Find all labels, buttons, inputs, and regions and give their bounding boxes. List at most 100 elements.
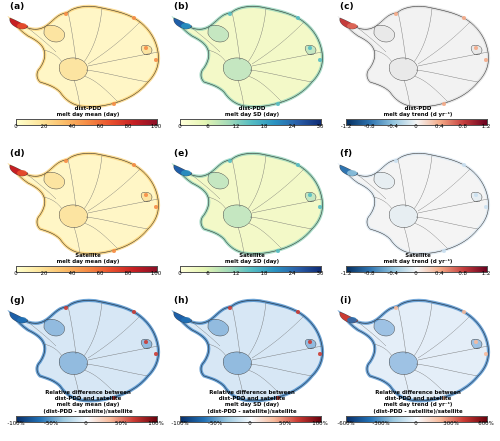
colorbar-tick-label: -300% bbox=[372, 420, 390, 427]
caption-line: dist-PDD and satellite bbox=[218, 396, 286, 403]
coastal-patch bbox=[308, 193, 312, 197]
coastal-patch bbox=[474, 340, 478, 344]
caption-line: dist-PDD bbox=[404, 106, 432, 112]
ross-ice-shelf bbox=[222, 204, 252, 228]
antarctica-map bbox=[171, 151, 325, 256]
basin-boundary bbox=[357, 321, 387, 347]
basin-boundary bbox=[251, 51, 323, 67]
panel-letter: (g) bbox=[10, 296, 25, 306]
amery-ice-shelf bbox=[304, 338, 317, 350]
coastal-patch bbox=[144, 193, 148, 197]
colorbar-tick-label: 0.8 bbox=[458, 124, 467, 131]
ross-ice-shelf bbox=[58, 204, 88, 228]
basin-boundary bbox=[413, 75, 449, 103]
basin-boundary bbox=[87, 168, 141, 212]
colorbar-ticks: -1.2 -0.8 -0.4 0 0.4 0.8 1.2 bbox=[341, 271, 491, 278]
ross-ice-shelf bbox=[388, 204, 418, 228]
colorbar-tick-label: -100% bbox=[7, 420, 25, 427]
coastal-patch bbox=[484, 58, 488, 62]
basin-boundary bbox=[85, 363, 149, 377]
colorbar-tick-label: -50% bbox=[44, 420, 58, 427]
colorbar-tick-label: 18 bbox=[260, 271, 268, 278]
basin-boundary bbox=[73, 373, 81, 401]
colorbar-tick-label: -50% bbox=[208, 420, 222, 427]
amery-ice-shelf bbox=[470, 44, 483, 56]
caption-line: Satellite bbox=[75, 253, 101, 259]
basin-boundary bbox=[403, 226, 411, 254]
ronne-ice-shelf bbox=[207, 172, 229, 190]
antarctica-map bbox=[7, 298, 161, 403]
antarctica-map bbox=[337, 151, 491, 256]
peninsula-highlight bbox=[181, 23, 191, 29]
caption-line: melt day mean (day) bbox=[56, 402, 120, 409]
caption-line: Relative difference between bbox=[45, 390, 131, 396]
antarctica-map bbox=[7, 151, 161, 256]
ross-ice-shelf bbox=[58, 57, 88, 81]
peninsula-highlight bbox=[17, 23, 27, 29]
ronne-ice-shelf bbox=[43, 25, 65, 43]
colorbar-ticks: -600% -300% 0 300% 600% bbox=[337, 420, 493, 428]
colorbar-tick-label: 0 bbox=[14, 124, 18, 131]
basin-boundary bbox=[247, 7, 267, 63]
basin-boundary bbox=[231, 158, 241, 208]
basin-boundary bbox=[73, 79, 81, 107]
colorbar-tick-label: 0 bbox=[14, 271, 18, 278]
colorbar-tick-label: 50% bbox=[279, 420, 291, 427]
amery-ice-shelf bbox=[140, 44, 153, 56]
colorbar-tick-label: 60 bbox=[96, 271, 104, 278]
basin-boundary bbox=[373, 196, 393, 210]
colorbar-tick-label: 18 bbox=[260, 124, 268, 131]
ronne-ice-shelf bbox=[373, 172, 395, 190]
caption-line: (dist-PDD - satellite)/satellite bbox=[43, 408, 133, 415]
basin-boundary bbox=[43, 343, 63, 357]
coastal-patch bbox=[462, 163, 466, 167]
peninsula-highlight bbox=[347, 317, 357, 323]
basin-boundary bbox=[249, 216, 313, 230]
ronne-ice-shelf bbox=[207, 25, 229, 43]
ronne-ice-shelf bbox=[43, 172, 65, 190]
ross-ice-shelf bbox=[222, 57, 252, 81]
peninsula-highlight bbox=[347, 170, 357, 176]
basin-boundary bbox=[73, 226, 81, 254]
colorbar-ticks: -100% -50% 0 50% 100% bbox=[171, 420, 327, 428]
coastal-patch bbox=[296, 163, 300, 167]
coastal-patch bbox=[394, 159, 398, 163]
panel-letter: (i) bbox=[340, 296, 352, 306]
colorbar-tick-label: 100 bbox=[150, 271, 162, 278]
basin-boundary bbox=[397, 158, 407, 208]
colorbar-tick-label: 20 bbox=[40, 124, 48, 131]
coastal-patch bbox=[64, 159, 68, 163]
basin-boundary bbox=[85, 216, 149, 230]
colorbar-tick-label: 30 bbox=[316, 124, 324, 131]
caption-line: melt day SD (day) bbox=[224, 259, 280, 266]
colorbar-tick-label: 12 bbox=[232, 271, 240, 278]
basin-boundary bbox=[67, 305, 77, 355]
colorbar-tick-label: -1.2 bbox=[340, 271, 352, 278]
caption-line: dist-PDD bbox=[238, 106, 266, 112]
colorbar-tick-label: 0 bbox=[248, 420, 252, 427]
colorbar-tick-label: 80 bbox=[124, 271, 132, 278]
colorbar-tick-label: 80 bbox=[124, 124, 132, 131]
colorbar bbox=[346, 119, 488, 127]
map-panel-b: (b) dist-PDD melt day SD (day) 0 6 12 18 24 30 bbox=[170, 0, 330, 143]
colorbar-tick-label: 0 bbox=[84, 420, 88, 427]
antarctica-map bbox=[171, 298, 325, 403]
colorbar-tick-label: 6 bbox=[206, 124, 210, 131]
colorbar-ticks: 0 6 12 18 24 30 bbox=[178, 271, 323, 278]
basin-boundary bbox=[231, 305, 241, 355]
peninsula-highlight bbox=[181, 170, 191, 176]
coastal-patch bbox=[308, 46, 312, 50]
basin-boundary bbox=[415, 363, 479, 377]
basin-boundary bbox=[83, 369, 119, 397]
colorbar-ticks: -100% -50% 0 50% 100% bbox=[7, 420, 163, 428]
colorbar-tick-label: 24 bbox=[288, 124, 296, 131]
caption-line: melt day trend (d yr⁻¹) bbox=[383, 259, 453, 266]
basin-boundary bbox=[27, 321, 57, 347]
colorbar-tick-label: 0 bbox=[414, 271, 418, 278]
colorbar-tick-label: 12 bbox=[232, 124, 240, 131]
basin-boundary bbox=[207, 196, 227, 210]
antarctica-map bbox=[7, 4, 161, 109]
colorbar-tick-label: 100% bbox=[312, 420, 328, 427]
ross-ice-shelf bbox=[388, 351, 418, 375]
caption-line: melt day mean (day) bbox=[56, 259, 120, 266]
